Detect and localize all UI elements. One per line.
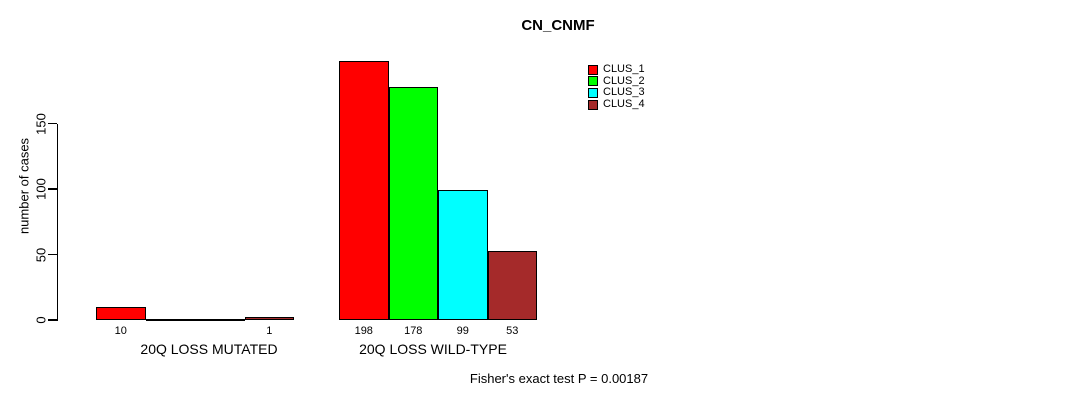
legend-label-clus4: CLUS_4 — [603, 98, 645, 111]
bar-clus_3-group1 — [195, 319, 245, 321]
legend-item-clus2: CLUS_2 — [588, 74, 645, 88]
stat-test-footer: Fisher's exact test P = 0.00187 — [469, 371, 649, 386]
y-tick-50 — [48, 253, 57, 256]
legend-label-clus1: CLUS_1 — [603, 63, 645, 76]
group-label-mutated: 20Q LOSS MUTATED — [140, 341, 278, 357]
bar-value-clus_1-group2: 198 — [354, 325, 373, 337]
group-label-wild-type: 20Q LOSS WILD-TYPE — [359, 341, 507, 357]
legend-swatch-clus1 — [588, 64, 598, 75]
bar-clus_1-group1 — [96, 307, 146, 320]
legend-label-clus2: CLUS_2 — [603, 74, 645, 87]
legend-item-clus4: CLUS_4 — [588, 99, 645, 111]
bar-value-clus_1-group1: 10 — [114, 325, 127, 337]
legend-item-clus3: CLUS_3 — [588, 87, 645, 99]
bar-value-clus_4-group1: 1 — [266, 325, 273, 337]
bar-value-clus_3-group2: 99 — [456, 325, 469, 337]
bar-clus_1-group2 — [339, 61, 389, 320]
y-tick-100 — [48, 188, 57, 190]
bar-value-clus_4-group2: 53 — [506, 325, 519, 337]
y-tick-150 — [48, 122, 57, 125]
y-axis-line — [56, 123, 58, 321]
bar-clus_2-group2 — [388, 87, 438, 320]
y-tick-label-150: 150 — [33, 112, 49, 135]
legend: CLUS_1 CLUS_2 CLUS_3 CLUS_4 — [588, 64, 645, 110]
bar-clus_2-group1 — [145, 319, 195, 321]
bar-clus_3-group2 — [438, 190, 488, 320]
y-tick-label-0: 0 — [33, 316, 49, 324]
y-axis-label: number of cases — [16, 137, 32, 235]
legend-item-clus1: CLUS_1 — [588, 64, 645, 76]
y-tick-label-100: 100 — [33, 178, 49, 200]
y-tick-0 — [48, 319, 57, 321]
chart-title: CN_CNMF — [521, 17, 595, 34]
legend-swatch-clus4 — [588, 99, 598, 110]
y-tick-label-50: 50 — [33, 247, 49, 262]
bar-clus_4-group1 — [244, 317, 294, 320]
bar-clus_4-group2 — [487, 251, 537, 320]
bar-value-clus_2-group2: 178 — [404, 325, 423, 337]
legend-swatch-clus2 — [588, 76, 598, 87]
legend-swatch-clus3 — [588, 87, 598, 98]
legend-label-clus3: CLUS_3 — [603, 86, 645, 99]
